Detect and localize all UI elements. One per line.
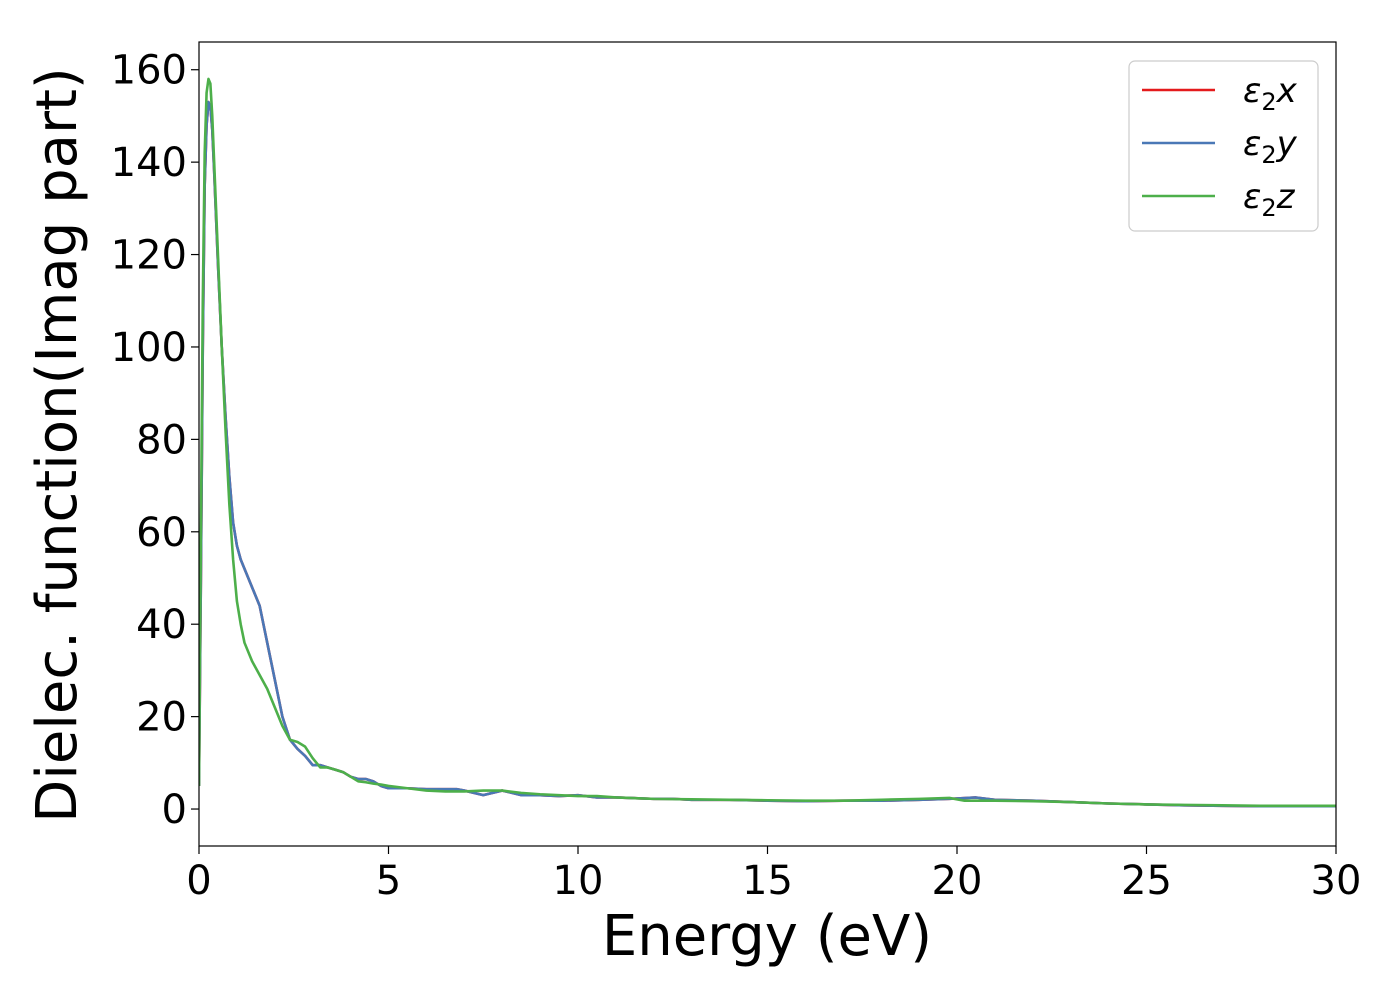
y-tick-label: 40 — [136, 602, 187, 648]
legend-entry-z: ε2z — [1142, 177, 1296, 222]
x-tick-label: 25 — [1121, 858, 1172, 904]
legend-label: ε2z — [1243, 177, 1296, 222]
legend-label: ε2y — [1243, 124, 1298, 169]
x-axis-label: Energy (eV) — [602, 904, 932, 969]
legend-label: ε2x — [1243, 71, 1298, 116]
y-tick-label: 120 — [111, 233, 187, 279]
x-axis-ticks: 0 5 10 15 20 25 30 — [186, 846, 1361, 904]
y-tick-label: 60 — [136, 510, 187, 556]
x-tick-label: 0 — [186, 858, 211, 904]
y-tick-label: 20 — [136, 695, 187, 741]
x-tick-label: 20 — [932, 858, 983, 904]
x-tick-label: 30 — [1311, 858, 1362, 904]
series-line-z — [199, 77, 1336, 808]
legend-entry-x: ε2x — [1142, 71, 1298, 116]
legend: ε2x ε2y ε2z — [1128, 60, 1319, 232]
x-tick-label: 5 — [376, 858, 401, 904]
y-tick-label: 0 — [162, 787, 187, 833]
y-tick-label: 100 — [111, 325, 187, 371]
legend-box — [1128, 60, 1319, 232]
y-axis-label: Dielec. function(Imag part) — [25, 67, 90, 823]
legend-entry-y: ε2y — [1142, 124, 1298, 169]
y-tick-label: 160 — [111, 48, 187, 94]
series-group — [199, 77, 1336, 808]
y-tick-label: 80 — [136, 417, 187, 463]
y-axis-ticks: 0 20 40 60 80 100 120 140 160 — [111, 48, 199, 833]
x-tick-label: 15 — [742, 858, 793, 904]
y-tick-label: 140 — [111, 140, 187, 186]
x-tick-label: 10 — [553, 858, 604, 904]
